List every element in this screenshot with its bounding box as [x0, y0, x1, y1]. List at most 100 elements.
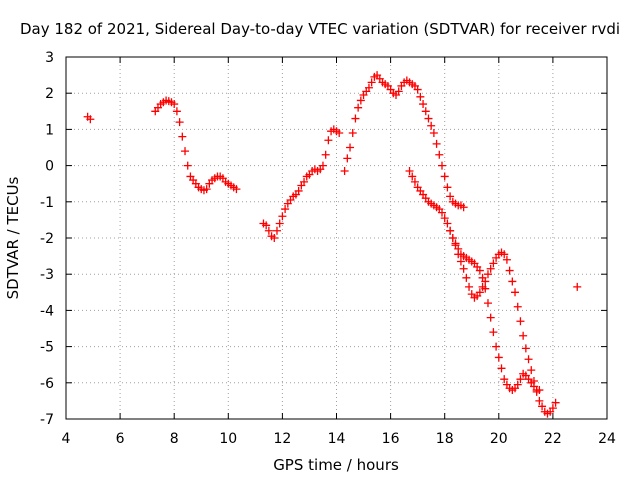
data-point [500, 375, 509, 384]
data-point [343, 154, 352, 163]
data-point [440, 214, 449, 223]
y-tick-label: 2 [45, 86, 54, 102]
data-point [335, 129, 344, 138]
data-point [419, 100, 428, 109]
data-point [478, 282, 487, 291]
data-point [475, 266, 484, 275]
data-point [454, 250, 463, 259]
data-point [202, 185, 211, 194]
data-point [508, 277, 517, 286]
data-point [500, 250, 509, 259]
data-point [505, 266, 514, 275]
data-point [538, 402, 547, 411]
data-point [367, 78, 376, 87]
y-tick-label: -4 [40, 303, 54, 319]
data-point [551, 398, 560, 407]
x-tick-label: 10 [219, 431, 237, 447]
data-point [513, 302, 522, 311]
data-point [483, 299, 492, 308]
data-point [181, 147, 190, 156]
data-point [446, 192, 455, 201]
data-point [497, 364, 506, 373]
data-point [178, 132, 187, 141]
data-point [175, 118, 184, 127]
data-point [232, 185, 241, 194]
data-point [348, 129, 357, 138]
x-tick-label: 18 [436, 431, 454, 447]
data-point [443, 183, 452, 192]
data-point [300, 177, 309, 186]
data-point [421, 107, 430, 116]
data-point [272, 226, 281, 235]
data-point [281, 205, 290, 214]
data-point [294, 186, 303, 195]
data-point [324, 136, 333, 145]
data-point [437, 208, 446, 217]
data-point [481, 277, 490, 286]
data-point [394, 87, 403, 96]
data-point [440, 172, 449, 181]
data-point [427, 121, 436, 130]
data-point [270, 234, 279, 242]
x-tick-label: 24 [598, 431, 616, 447]
data-point [340, 167, 349, 176]
data-point [529, 376, 538, 385]
grid-lines [66, 57, 607, 419]
series-seg-e [405, 167, 544, 395]
data-points [83, 71, 582, 418]
y-tick-label: 1 [45, 122, 54, 138]
data-point [573, 282, 582, 291]
series-seg-d [340, 71, 468, 212]
y-tick-label: 0 [45, 159, 54, 175]
data-point [354, 103, 363, 112]
data-point [424, 114, 433, 123]
data-point [346, 143, 355, 152]
data-point [516, 375, 525, 384]
data-point [443, 219, 452, 228]
data-point [489, 259, 498, 268]
data-point [321, 150, 330, 159]
data-point [483, 270, 492, 279]
x-tick-label: 22 [544, 431, 562, 447]
data-point [532, 387, 541, 396]
data-point [264, 226, 273, 235]
data-point [429, 129, 438, 138]
data-point [416, 92, 425, 101]
data-point [459, 203, 468, 212]
x-tick-label: 14 [328, 431, 346, 447]
data-point [519, 331, 528, 340]
y-tick-label: -2 [40, 231, 54, 247]
data-point [486, 264, 495, 273]
x-tick-label: 4 [62, 431, 71, 447]
x-tick-label: 8 [170, 431, 179, 447]
series-seg-f [446, 226, 560, 418]
data-point [437, 161, 446, 170]
data-point [408, 172, 417, 181]
data-point [494, 353, 503, 362]
data-point [475, 288, 484, 297]
data-point [489, 328, 498, 337]
data-point [502, 255, 511, 264]
data-point [435, 150, 444, 159]
data-point [465, 282, 474, 291]
data-point [548, 404, 557, 413]
y-tick-label: -3 [40, 267, 54, 283]
data-point [456, 257, 465, 266]
y-axis-title: SDTVAR / TECUs [4, 176, 22, 299]
data-point [524, 355, 533, 364]
data-point [278, 212, 287, 221]
data-point [451, 241, 460, 250]
data-point [364, 83, 373, 92]
x-axis: 4 6 8 10 12 14 16 18 20 22 24 [62, 57, 616, 447]
data-point [351, 114, 360, 123]
data-point [486, 313, 495, 322]
data-point [183, 161, 192, 170]
series-seg-b [151, 96, 241, 195]
x-tick-label: 16 [382, 431, 400, 447]
chart-title: Day 182 of 2021, Sidereal Day-to-day VTE… [20, 20, 620, 38]
data-point [410, 177, 419, 186]
data-point [513, 380, 522, 389]
series-seg-g [573, 282, 582, 291]
series-seg-a [83, 112, 95, 124]
